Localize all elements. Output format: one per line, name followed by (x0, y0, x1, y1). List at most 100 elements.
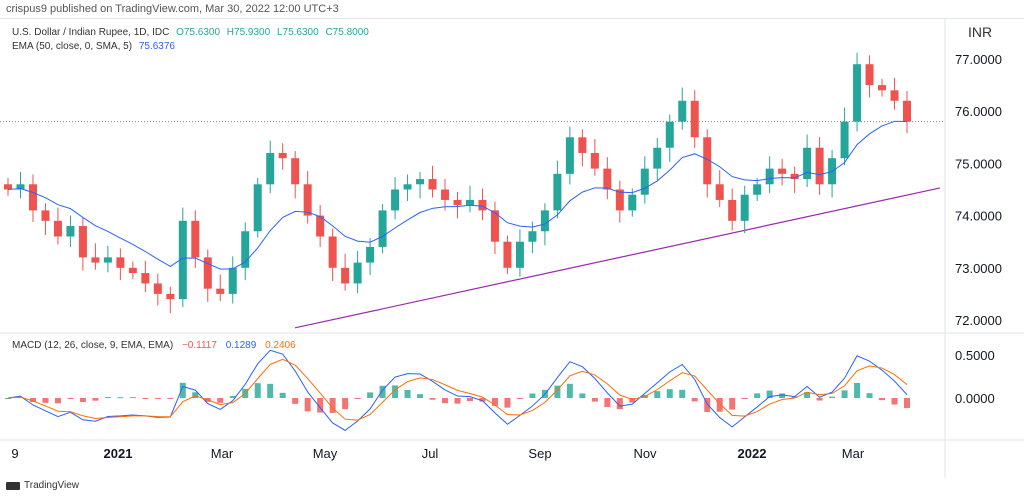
candle (853, 52, 862, 132)
candle (353, 251, 362, 294)
candle-body (153, 283, 162, 294)
macd-histogram-bar (42, 398, 49, 403)
ema-label[interactable]: EMA (50, close, 0, SMA, 5) (12, 41, 133, 52)
candle (291, 151, 300, 199)
candle-body (715, 184, 724, 200)
candle-body (391, 189, 400, 211)
candle-body (353, 262, 362, 284)
candle (328, 228, 337, 282)
macd-histogram-bar (566, 383, 573, 398)
candle (903, 91, 911, 134)
candle (503, 235, 512, 275)
candle-body (141, 273, 150, 284)
macd-signal-line (7, 358, 908, 421)
macd-tick-label: 0.5000 (955, 348, 995, 363)
macd-line-value: 0.1289 (225, 340, 257, 351)
macd-histogram-bar (704, 398, 711, 413)
macd-histogram-bar (616, 398, 623, 410)
candle-body (16, 184, 25, 190)
candle (253, 178, 262, 238)
candle (278, 143, 287, 170)
macd-histogram-bar (791, 396, 798, 398)
candle (590, 138, 599, 176)
candle-body (765, 168, 774, 185)
candle (603, 157, 612, 200)
candle (241, 222, 250, 281)
candle (303, 171, 312, 224)
macd-histogram-bar (117, 397, 124, 399)
macd-hist-value: −0.1117 (181, 340, 217, 351)
candle (665, 114, 674, 162)
candle (728, 188, 737, 231)
macd-label[interactable]: MACD (12, 26, close, 9, EMA, EMA) (12, 340, 174, 351)
candle (391, 177, 400, 220)
candle-body (253, 184, 262, 232)
candle (216, 274, 225, 302)
candle (753, 178, 762, 201)
candle (553, 160, 562, 219)
price-tick-label: 77.0000 (955, 52, 1002, 67)
macd-histogram-bar (417, 394, 424, 398)
price-tick-label: 76.0000 (955, 104, 1002, 119)
candle (615, 180, 624, 223)
candle-body (465, 199, 474, 206)
candle (690, 90, 699, 148)
tradingview-logo-icon (6, 481, 20, 490)
candle-body (278, 152, 287, 159)
candle (316, 204, 325, 248)
macd-histogram-bar (267, 383, 274, 398)
candle-body (191, 220, 200, 258)
symbol-label[interactable]: U.S. Dollar / Indian Rupee, 1D, IDC (12, 27, 170, 38)
high-value: H75.9300 (226, 27, 271, 38)
low-value: L75.6300 (276, 27, 319, 38)
candle-body (41, 210, 50, 221)
macd-histogram-bar (454, 398, 461, 404)
macd-histogram-bar (754, 393, 761, 398)
time-tick-label: Jul (422, 446, 439, 461)
candle (203, 249, 212, 302)
candle-body (903, 100, 911, 122)
candle-body (203, 257, 212, 289)
candle (153, 273, 162, 306)
candle (490, 201, 499, 255)
candle-body (241, 231, 250, 268)
candle-body (428, 179, 437, 190)
candle-body (678, 100, 687, 122)
candle (341, 253, 350, 291)
candle (91, 243, 100, 270)
chart-frame (0, 18, 1024, 479)
candle (53, 207, 62, 245)
candle-body (28, 184, 37, 211)
candle-body (128, 267, 137, 274)
candle (565, 126, 574, 185)
candle-body (4, 184, 12, 190)
macd-histogram-bar (217, 398, 224, 403)
macd-histogram-bar (154, 398, 161, 399)
candle-body (166, 293, 175, 300)
macd-histogram-bar (5, 398, 11, 399)
macd-histogram-bar (504, 398, 511, 408)
candle-body (341, 267, 350, 284)
candle (828, 150, 837, 198)
macd-histogram-bar (367, 392, 374, 398)
macd-histogram-bar (879, 398, 886, 401)
candle-body (615, 189, 624, 211)
time-tick-label: 9 (11, 446, 18, 461)
candle (178, 207, 187, 308)
price-tick-label: 75.0000 (955, 156, 1002, 171)
candle (28, 174, 37, 222)
macd-histogram-bar (167, 398, 174, 399)
time-tick-label: Sep (528, 446, 551, 461)
candle-body (178, 220, 187, 300)
candle (803, 134, 812, 188)
candle-body (853, 64, 862, 122)
candle-body (316, 215, 325, 237)
candle-body (303, 184, 312, 216)
candle-body (416, 179, 425, 185)
candle (878, 78, 887, 97)
candle-body (453, 199, 462, 206)
macd-histogram-bar (554, 385, 561, 398)
candle-body (328, 236, 337, 268)
macd-histogram-bar (804, 392, 811, 398)
